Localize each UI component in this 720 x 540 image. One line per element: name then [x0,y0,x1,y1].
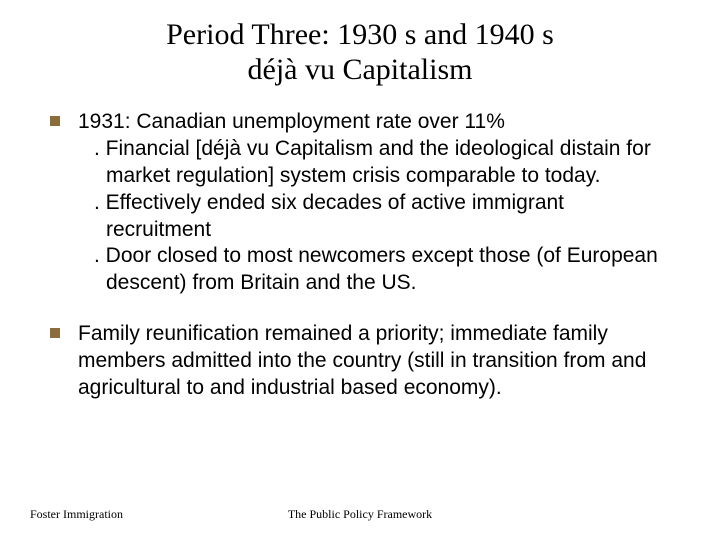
title-line-2: déjà vu Capitalism [50,53,670,88]
bullet-2-text: Family reunification remained a priority… [78,321,670,402]
bullet-1-text: 1931: Canadian unemployment rate over 11… [78,109,670,297]
slide-title: Period Three: 1930 s and 1940 s déjà vu … [50,18,670,87]
bullet-1-lead: 1931: Canadian unemployment rate over 11… [78,109,670,136]
bullet-1-sub-3: . Door closed to most newcomers except t… [78,243,670,297]
bullet-1-sub-1: . Financial [déjà vu Capitalism and the … [78,136,670,190]
bullet-1: 1931: Canadian unemployment rate over 11… [50,109,670,297]
title-line-1: Period Three: 1930 s and 1940 s [50,18,670,53]
slide: Period Three: 1930 s and 1940 s déjà vu … [0,0,720,540]
square-bullet-icon [50,116,60,126]
bullet-2: Family reunification remained a priority… [50,321,670,402]
square-bullet-icon [50,328,60,338]
slide-body: 1931: Canadian unemployment rate over 11… [50,109,670,402]
footer-center: The Public Policy Framework [0,507,720,522]
bullet-2-lead: Family reunification remained a priority… [78,321,670,402]
bullet-1-sub-2: . Effectively ended six decades of activ… [78,190,670,244]
